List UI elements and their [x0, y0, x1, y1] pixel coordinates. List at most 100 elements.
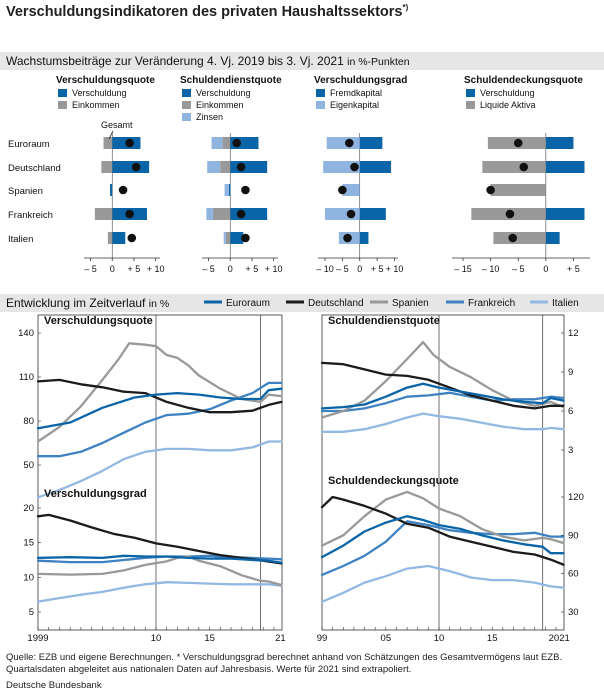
bar-tick-label-verschuldungsgrad--10: – 10 [316, 264, 334, 274]
gesamt-pointer [108, 130, 114, 140]
y-tick-label-verschuldungsgrad-5: 5 [29, 607, 34, 618]
bar-schuldendienstquote-euroraum-einkommen [222, 137, 231, 149]
bar-tick-label-schuldendeckungsquote-0: 0 [543, 264, 548, 274]
total-dot-schuldendeckungsquote-spanien [486, 185, 495, 195]
total-dot-schuldendeckungsquote-frankreich [505, 209, 515, 219]
total-dot-schuldendienstquote-euroraum [232, 138, 242, 148]
bar-schuldendienstquote-frankreich-zinsen [206, 208, 213, 220]
bar-verschuldungsgrad-frankreich-fremdkapital [359, 208, 386, 220]
bar-tick-label-verschuldungsgrad-5: + 5 [371, 264, 384, 274]
bar-schuldendienstquote-deutschland-einkommen [220, 161, 231, 173]
category-label-italien: Italien [8, 234, 33, 245]
y-tick-label-verschuldungsquote-50: 50 [23, 460, 34, 471]
legend-line-label-italien: Italien [552, 298, 579, 309]
total-dot-schuldendienstquote-spanien [241, 185, 250, 195]
bar-schuldendeckungsquote-italien-verschuldung [545, 232, 560, 244]
series-line-verschuldungsquote-deutschland [36, 378, 283, 414]
bar-tick-label-schuldendeckungsquote--10: – 10 [482, 264, 500, 274]
title-footnote-mark: *) [402, 3, 409, 12]
legend-swatch-verschuldungsgrad-fremdkapital [316, 89, 325, 97]
legend-line-label-deutschland: Deutschland [308, 298, 364, 309]
legend-swatch-schuldendeckungsquote-verschuldung [466, 89, 475, 97]
page-title: Verschuldungsindikatoren des privaten Ha… [6, 3, 408, 20]
series-line-schuldendienstquote-frankreich [320, 391, 565, 413]
page-title-text: Verschuldungsindikatoren des privaten Ha… [6, 3, 403, 20]
bar-schuldendeckungsquote-spanien-liquide-aktiva [490, 184, 546, 196]
bar-tick-label-schuldendienstquote-10: + 10 [265, 264, 283, 274]
gesamt-label: Gesamt [101, 120, 133, 130]
bar-verschuldungsquote-frankreich-einkommen [94, 208, 113, 220]
total-dot-verschuldungsquote-euroraum [125, 138, 134, 148]
bar-tick-label-verschuldungsquote-5: + 5 [128, 264, 141, 274]
title-bar: Verschuldungsindikatoren des privaten Ha… [0, 0, 604, 26]
y-tick-label-schuldendeckungsquote-90: 90 [568, 530, 579, 541]
bar-verschuldungsquote-spanien-verschuldung [110, 184, 113, 196]
y-tick-label-verschuldungsquote-110: 110 [19, 372, 34, 383]
bar-schuldendienstquote-italien-zinsen [223, 232, 226, 244]
series-line-verschuldungsquote-frankreich [36, 381, 283, 458]
series-line-schuldendienstquote-deutschland [320, 361, 565, 410]
series-line-schuldendienstquote-spanien [320, 340, 565, 419]
bar-verschuldungsquote-euroraum-einkommen [103, 137, 113, 149]
legend-label-verschuldungsquote-verschuldung: Verschuldung [72, 88, 127, 98]
bar-schuldendienstquote-italien-verschuldung [230, 232, 244, 244]
x-label-right-15: 15 [487, 633, 498, 644]
y-tick-label-verschuldungsquote-140: 140 [18, 328, 34, 339]
bar-schuldendienstquote-deutschland-zinsen [207, 161, 221, 173]
y-tick-label-schuldendienstquote-6: 6 [568, 406, 573, 417]
bar-tick-label-verschuldungsquote-0: 0 [110, 264, 115, 274]
legend-swatch-schuldendienstquote-verschuldung [182, 89, 191, 97]
total-dot-verschuldungsgrad-italien [343, 233, 352, 243]
bar-tick-label-verschuldungsgrad-0: 0 [357, 264, 362, 274]
category-label-frankreich: Frankreich [8, 210, 53, 221]
y-tick-label-verschuldungsquote-80: 80 [23, 416, 34, 427]
x-label-right-2021: 2021 [549, 633, 570, 644]
series-line-schuldendienstquote-italien [320, 412, 565, 433]
total-dot-schuldendeckungsquote-euroraum [513, 138, 523, 148]
x-label-left-10: 10 [151, 633, 162, 644]
total-dot-verschuldungsquote-deutschland [131, 162, 141, 172]
legend-label-schuldendeckungsquote-verschuldung: Verschuldung [480, 88, 535, 98]
publisher-label: Deutsche Bundesbank [6, 680, 102, 691]
bar-verschuldungsquote-deutschland-verschuldung [112, 161, 150, 173]
series-line-verschuldungsgrad-deutschland [36, 513, 283, 565]
line-panel-title-schuldendienstquote: Schuldendienstquote [328, 315, 440, 327]
x-label-right-99: 99 [317, 633, 328, 644]
bar-verschuldungsgrad-italien-fremdkapital [359, 232, 369, 244]
bar-schuldendienstquote-deutschland-verschuldung [230, 161, 268, 173]
line-frame-left [37, 314, 283, 631]
bar-tick-label-schuldendienstquote--5: – 5 [202, 264, 215, 274]
total-dot-verschuldungsgrad-frankreich [346, 209, 356, 219]
bar-panel-title-verschuldungsgrad: Verschuldungsgrad [314, 75, 407, 86]
line-panel-title-schuldendeckungsquote: Schuldendeckungsquote [328, 475, 459, 487]
line-panel-title-verschuldungsquote: Verschuldungsquote [44, 315, 153, 327]
bar-verschuldungsquote-deutschland-einkommen [101, 161, 113, 173]
legend-label-schuldendienstquote-einkommen: Einkommen [196, 100, 244, 110]
bar-tick-label-schuldendeckungsquote-5: + 5 [567, 264, 580, 274]
legend-swatch-verschuldungsquote-verschuldung [58, 89, 67, 97]
bar-schuldendeckungsquote-deutschland-verschuldung [545, 161, 585, 173]
bar-verschuldungsgrad-deutschland-fremdkapital [359, 161, 392, 173]
series-line-verschuldungsquote-euroraum [36, 387, 283, 430]
line-frame-right [321, 314, 565, 631]
category-label-spanien: Spanien [8, 186, 43, 197]
y-tick-label-verschuldungsgrad-10: 10 [23, 572, 34, 583]
bar-schuldendienstquote-spanien-zinsen [224, 184, 229, 196]
bar-section-header: Wachstumsbeiträge zur Veränderung 4. Vj.… [0, 52, 604, 70]
series-line-schuldendeckungsquote-euroraum [320, 515, 565, 559]
x-label-left-15: 15 [204, 633, 215, 644]
bar-tick-label-verschuldungsquote-10: + 10 [147, 264, 165, 274]
y-tick-label-verschuldungsgrad-20: 20 [23, 503, 34, 514]
total-dot-verschuldungsquote-frankreich [125, 209, 134, 219]
series-line-verschuldungsgrad-italien [36, 581, 283, 603]
total-dot-schuldendienstquote-italien [241, 233, 250, 243]
bar-schuldendienstquote-frankreich-einkommen [212, 208, 231, 220]
x-label-right-10: 10 [434, 633, 445, 644]
series-line-schuldendeckungsquote-spanien [320, 490, 565, 547]
bar-schuldendeckungsquote-frankreich-verschuldung [545, 208, 585, 220]
legend-label-schuldendeckungsquote-liquide-aktiva: Liquide Aktiva [480, 100, 536, 110]
series-line-schuldendeckungsquote-frankreich [320, 520, 565, 577]
category-label-deutschland: Deutschland [8, 163, 61, 174]
bar-schuldendeckungsquote-deutschland-liquide-aktiva [482, 161, 546, 173]
bar-tick-label-schuldendeckungsquote--5: – 5 [512, 264, 525, 274]
